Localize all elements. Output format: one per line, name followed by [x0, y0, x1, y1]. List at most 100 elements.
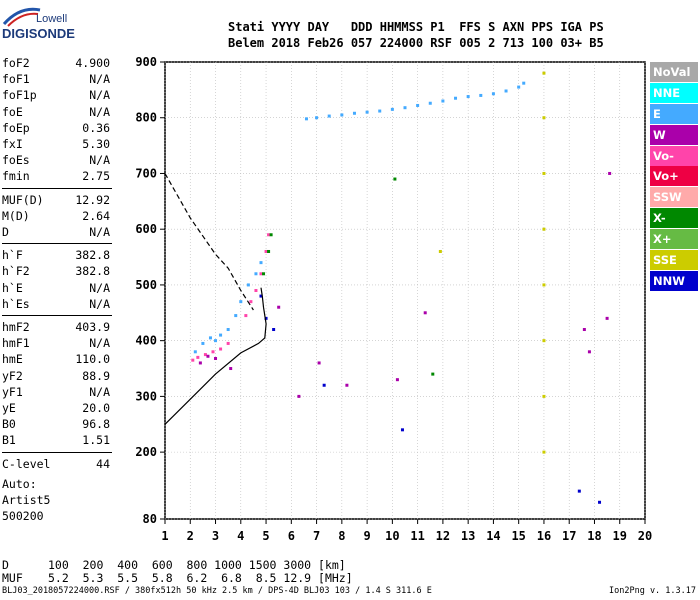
lowell-digisonde-logo: Lowell DIGISONDE: [0, 4, 160, 44]
param-value: N/A: [89, 280, 110, 295]
echo-point: [504, 89, 508, 93]
param-row: C-level 44: [2, 457, 110, 473]
param-row: hmE 110.0: [2, 352, 110, 368]
param-label: hmE: [2, 352, 23, 367]
echo-point: [542, 227, 546, 231]
echo-point: [365, 110, 369, 114]
legend-entry: X+: [650, 229, 698, 250]
y-tick-label: 900: [135, 55, 157, 69]
echo-point: [479, 93, 483, 97]
param-value: 20.0: [82, 401, 110, 415]
param-label: D: [2, 225, 9, 239]
footer-version: Ion2Png v. 1.3.17: [609, 586, 696, 596]
param-row: yF2 88.9: [2, 369, 110, 385]
param-value: N/A: [89, 384, 110, 399]
muf-values-row: MUF 5.2 5.3 5.5 5.8 6.2 6.8 8.5 12.9 [MHz…: [2, 571, 353, 585]
x-tick-label: 10: [385, 529, 399, 543]
param-value: N/A: [89, 72, 110, 87]
param-label: yF2: [2, 368, 23, 383]
param-row: hmF1 N/A: [2, 336, 110, 352]
param-row: h`Es N/A: [2, 297, 110, 313]
footer-file-info: BLJ03_2018057224000.RSF / 380fx512h 50 k…: [2, 586, 432, 596]
echo-point: [542, 339, 546, 343]
y-tick-label: 300: [135, 389, 157, 403]
echo-point: [277, 305, 281, 309]
profile-curve: [164, 287, 267, 425]
echo-point: [246, 283, 250, 287]
echo-point: [267, 233, 271, 237]
echo-point: [395, 378, 399, 382]
echo-point: [208, 336, 212, 340]
echo-point: [267, 249, 271, 253]
echo-point: [269, 233, 273, 237]
param-label: foEp: [2, 120, 30, 135]
param-label: C-level: [2, 456, 51, 471]
y-tick-label: 500: [135, 278, 157, 292]
param-value: 5.30: [82, 137, 110, 151]
echo-point: [542, 450, 546, 454]
echo-point: [249, 300, 253, 304]
autoscaler-line: 500200: [2, 508, 44, 523]
param-label: fxI: [2, 137, 23, 151]
x-tick-label: 16: [537, 529, 551, 543]
param-value: N/A: [89, 104, 110, 119]
param-row: h`F2 382.8: [2, 264, 110, 280]
echo-point: [201, 341, 205, 345]
y-tick-label: 80: [143, 512, 157, 526]
x-tick-label: 3: [212, 529, 219, 543]
param-label: foF1: [2, 72, 30, 87]
param-row: foF1 N/A: [2, 72, 110, 88]
echo-point: [264, 249, 268, 253]
param-value: 12.92: [75, 192, 110, 207]
x-tick-label: 2: [187, 529, 194, 543]
param-separator: [2, 243, 112, 245]
param-row: foF1p N/A: [2, 88, 110, 104]
echo-point: [345, 383, 349, 387]
x-tick-label: 13: [461, 529, 475, 543]
muf-curve: [164, 173, 254, 311]
autoscaler-line: Artist5: [2, 492, 51, 507]
echo-point: [587, 350, 591, 354]
echo-point: [423, 311, 427, 315]
param-separator: [2, 451, 112, 453]
echo-point: [304, 117, 308, 121]
logo-text-digisonde: DIGISONDE: [2, 26, 75, 41]
param-label: h`E: [2, 280, 23, 295]
x-tick-label: 7: [313, 529, 320, 543]
echo-point: [378, 109, 382, 113]
echo-point: [605, 316, 609, 320]
param-row: h`E N/A: [2, 281, 110, 297]
x-tick-label: 20: [638, 529, 652, 543]
legend-entry: Vo-: [650, 145, 698, 166]
echo-point: [438, 249, 442, 253]
echo-point: [272, 328, 276, 332]
echo-point: [542, 71, 546, 75]
param-value: N/A: [89, 296, 110, 311]
param-label: B0: [2, 417, 16, 432]
muf-label: MUF: [2, 571, 23, 585]
legend-entry: NoVal: [650, 62, 698, 82]
x-tick-label: 14: [486, 529, 500, 543]
param-value: 96.8: [82, 417, 110, 432]
x-tick-label: 8: [338, 529, 345, 543]
distance-label: D: [2, 558, 9, 572]
param-value: N/A: [89, 88, 110, 103]
echo-point: [416, 103, 420, 107]
echo-point: [198, 361, 202, 365]
echo-point: [315, 116, 319, 120]
x-tick-label: 15: [511, 529, 525, 543]
echo-point: [542, 283, 546, 287]
legend-entry: SSE: [650, 250, 698, 271]
echo-point: [259, 272, 263, 276]
param-value: 0.36: [82, 120, 110, 135]
param-row: hmF2 403.9: [2, 320, 110, 336]
echo-point: [542, 116, 546, 120]
echo-point: [234, 314, 238, 318]
echo-point: [390, 107, 394, 111]
y-tick-label: 600: [135, 222, 157, 236]
echo-point: [608, 171, 612, 175]
echo-point: [598, 500, 602, 504]
param-value: N/A: [89, 336, 110, 351]
param-row: foF2 4.900: [2, 56, 110, 72]
echo-point: [203, 353, 207, 357]
